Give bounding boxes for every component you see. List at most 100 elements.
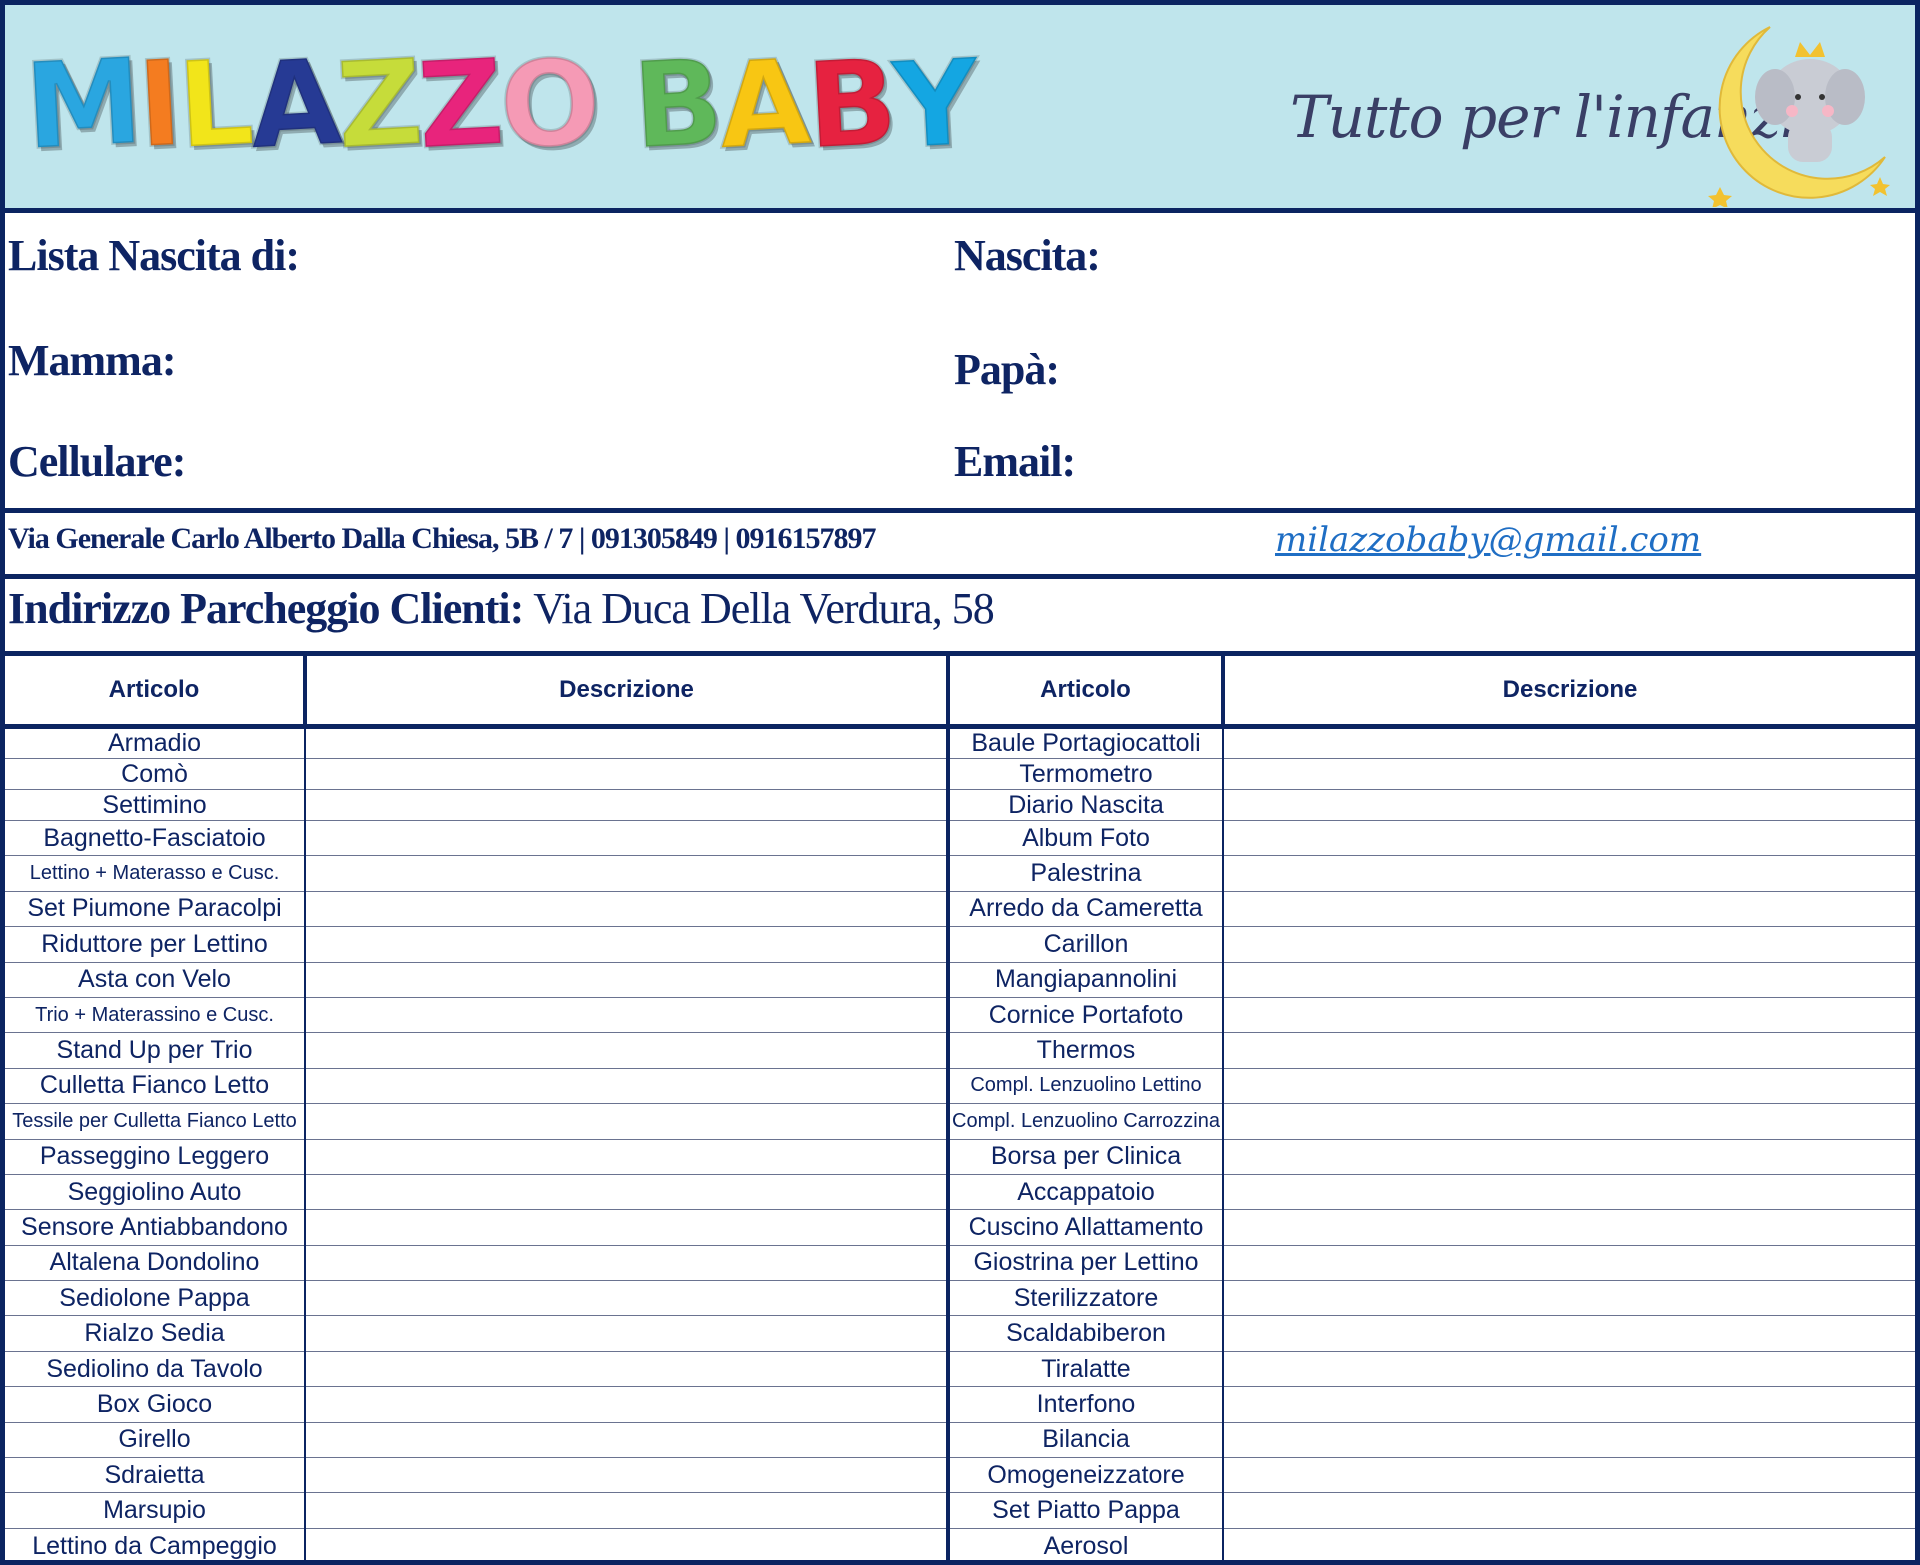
descrizione-cell[interactable] (305, 1351, 950, 1388)
parking-value: Via Duca Della Verdura, 58 (533, 584, 994, 633)
descrizione-cell[interactable] (1223, 1174, 1915, 1211)
table-row: Lettino + Materasso e Cusc. Palestrina (5, 855, 1915, 892)
descrizione-cell[interactable] (1223, 1245, 1915, 1282)
descrizione-cell[interactable] (305, 962, 950, 998)
articolo-cell: Comò (5, 758, 306, 790)
table-row: Stand Up per Trio Thermos (5, 1032, 1915, 1069)
descrizione-cell[interactable] (1223, 758, 1915, 790)
articolo-cell: Cuscino Allattamento (948, 1209, 1224, 1246)
descrizione-cell[interactable] (1223, 1068, 1915, 1105)
table-row: Set Piumone Paracolpi Arredo da Cameretta (5, 891, 1915, 928)
descrizione-cell[interactable] (1223, 726, 1915, 759)
descrizione-cell[interactable] (305, 1492, 950, 1529)
articolo-cell: Sterilizzatore (948, 1280, 1224, 1317)
descrizione-cell[interactable] (305, 1068, 950, 1105)
table-row: Trio + Materassino e Cusc. Cornice Portaf… (5, 997, 1915, 1034)
articolo-cell: Sediolino da Tavolo (5, 1351, 306, 1388)
descrizione-cell[interactable] (1223, 1351, 1915, 1388)
articolo-cell: Bilancia (948, 1422, 1224, 1459)
articolo-cell: Arredo da Cameretta (948, 891, 1224, 928)
header-articolo: Articolo (5, 656, 307, 729)
articolo-cell: Borsa per Clinica (948, 1139, 1224, 1175)
descrizione-cell[interactable] (305, 1280, 950, 1317)
articolo-cell: Armadio (5, 726, 306, 759)
cellulare-label: Cellulare: (8, 437, 186, 486)
table-row: Sdraietta Omogeneizzatore (5, 1457, 1915, 1494)
descrizione-cell[interactable] (1223, 1032, 1915, 1069)
articolo-cell: Seggiolino Auto (5, 1174, 306, 1211)
descrizione-cell[interactable] (305, 758, 950, 790)
descrizione-cell[interactable] (1223, 891, 1915, 928)
articolo-cell: Bagnetto-Fasciatoio (5, 820, 306, 857)
descrizione-cell[interactable] (305, 855, 950, 892)
header-descrizione: Descrizione (1223, 656, 1915, 729)
descrizione-cell[interactable] (1223, 926, 1915, 963)
table-row: Passeggino Leggero Borsa per Clinica (5, 1139, 1915, 1175)
descrizione-cell[interactable] (1223, 962, 1915, 998)
descrizione-cell[interactable] (305, 726, 950, 759)
descrizione-cell[interactable] (305, 1528, 950, 1565)
articolo-cell: Interfono (948, 1386, 1224, 1423)
descrizione-cell[interactable] (305, 1174, 950, 1211)
table-row: Comò Termometro (5, 758, 1915, 790)
divider (0, 508, 1920, 513)
descrizione-cell[interactable] (1223, 1422, 1915, 1459)
articolo-cell: Scaldabiberon (948, 1315, 1224, 1352)
articolo-cell: Set Piumone Paracolpi (5, 891, 306, 928)
descrizione-cell[interactable] (1223, 1386, 1915, 1423)
descrizione-cell[interactable] (305, 1315, 950, 1352)
parking-label: Indirizzo Parcheggio Clienti: (8, 584, 524, 633)
articolo-cell: Lettino da Campeggio (5, 1528, 306, 1565)
descrizione-cell[interactable] (305, 1209, 950, 1246)
descrizione-cell[interactable] (1223, 1103, 1915, 1140)
table-row: Sensore Antiabbandono Cuscino Allattament… (5, 1209, 1915, 1246)
descrizione-cell[interactable] (305, 789, 950, 821)
descrizione-cell[interactable] (1223, 1457, 1915, 1494)
lista-nascita-label: Lista Nascita di: (8, 231, 300, 280)
descrizione-cell[interactable] (305, 1103, 950, 1140)
articolo-cell: Set Piatto Pappa (948, 1492, 1224, 1529)
descrizione-cell[interactable] (1223, 1492, 1915, 1529)
store-email-link[interactable]: milazzobaby@gmail.com (1275, 520, 1702, 560)
articolo-cell: Album Foto (948, 820, 1224, 857)
descrizione-cell[interactable] (305, 1245, 950, 1282)
descrizione-cell[interactable] (1223, 1528, 1915, 1565)
descrizione-cell[interactable] (1223, 997, 1915, 1034)
table-row: Rialzo Sedia Scaldabiberon (5, 1315, 1915, 1352)
descrizione-cell[interactable] (1223, 855, 1915, 892)
descrizione-cell[interactable] (305, 1139, 950, 1175)
store-address: Via Generale Carlo Alberto Dalla Chiesa,… (8, 522, 877, 555)
table-row: Girello Bilancia (5, 1422, 1915, 1459)
descrizione-cell[interactable] (1223, 1139, 1915, 1175)
articolo-cell: Mangiapannolini (948, 962, 1224, 998)
email-label: Email: (954, 437, 1076, 486)
banner: MILAZZO BABY Tutto per l'infanzia (5, 5, 1915, 213)
descrizione-cell[interactable] (305, 1386, 950, 1423)
mamma-label: Mamma: (8, 336, 176, 385)
articolo-cell: Termometro (948, 758, 1224, 790)
articolo-cell: Sensore Antiabbandono (5, 1209, 306, 1246)
descrizione-cell[interactable] (305, 820, 950, 857)
articolo-cell: Marsupio (5, 1492, 306, 1529)
table-row: Bagnetto-Fasciatoio Album Foto (5, 820, 1915, 857)
descrizione-cell[interactable] (305, 926, 950, 963)
descrizione-cell[interactable] (305, 997, 950, 1034)
articolo-cell: Palestrina (948, 855, 1224, 892)
parking-address: Indirizzo Parcheggio Clienti: Via Duca D… (8, 583, 995, 634)
articolo-cell: Altalena Dondolino (5, 1245, 306, 1282)
descrizione-cell[interactable] (305, 1422, 950, 1459)
articolo-cell: Settimino (5, 789, 306, 821)
articolo-cell: Passeggino Leggero (5, 1139, 306, 1175)
descrizione-cell[interactable] (1223, 1209, 1915, 1246)
articolo-cell: Cornice Portafoto (948, 997, 1224, 1034)
descrizione-cell[interactable] (305, 891, 950, 928)
descrizione-cell[interactable] (1223, 1315, 1915, 1352)
table-row: Culletta Fianco Letto Compl. Lenzuolino L… (5, 1068, 1915, 1105)
descrizione-cell[interactable] (1223, 789, 1915, 821)
descrizione-cell[interactable] (1223, 820, 1915, 857)
articolo-cell: Riduttore per Lettino (5, 926, 306, 963)
descrizione-cell[interactable] (305, 1032, 950, 1069)
table-row: Riduttore per Lettino Carillon (5, 926, 1915, 963)
descrizione-cell[interactable] (305, 1457, 950, 1494)
descrizione-cell[interactable] (1223, 1280, 1915, 1317)
